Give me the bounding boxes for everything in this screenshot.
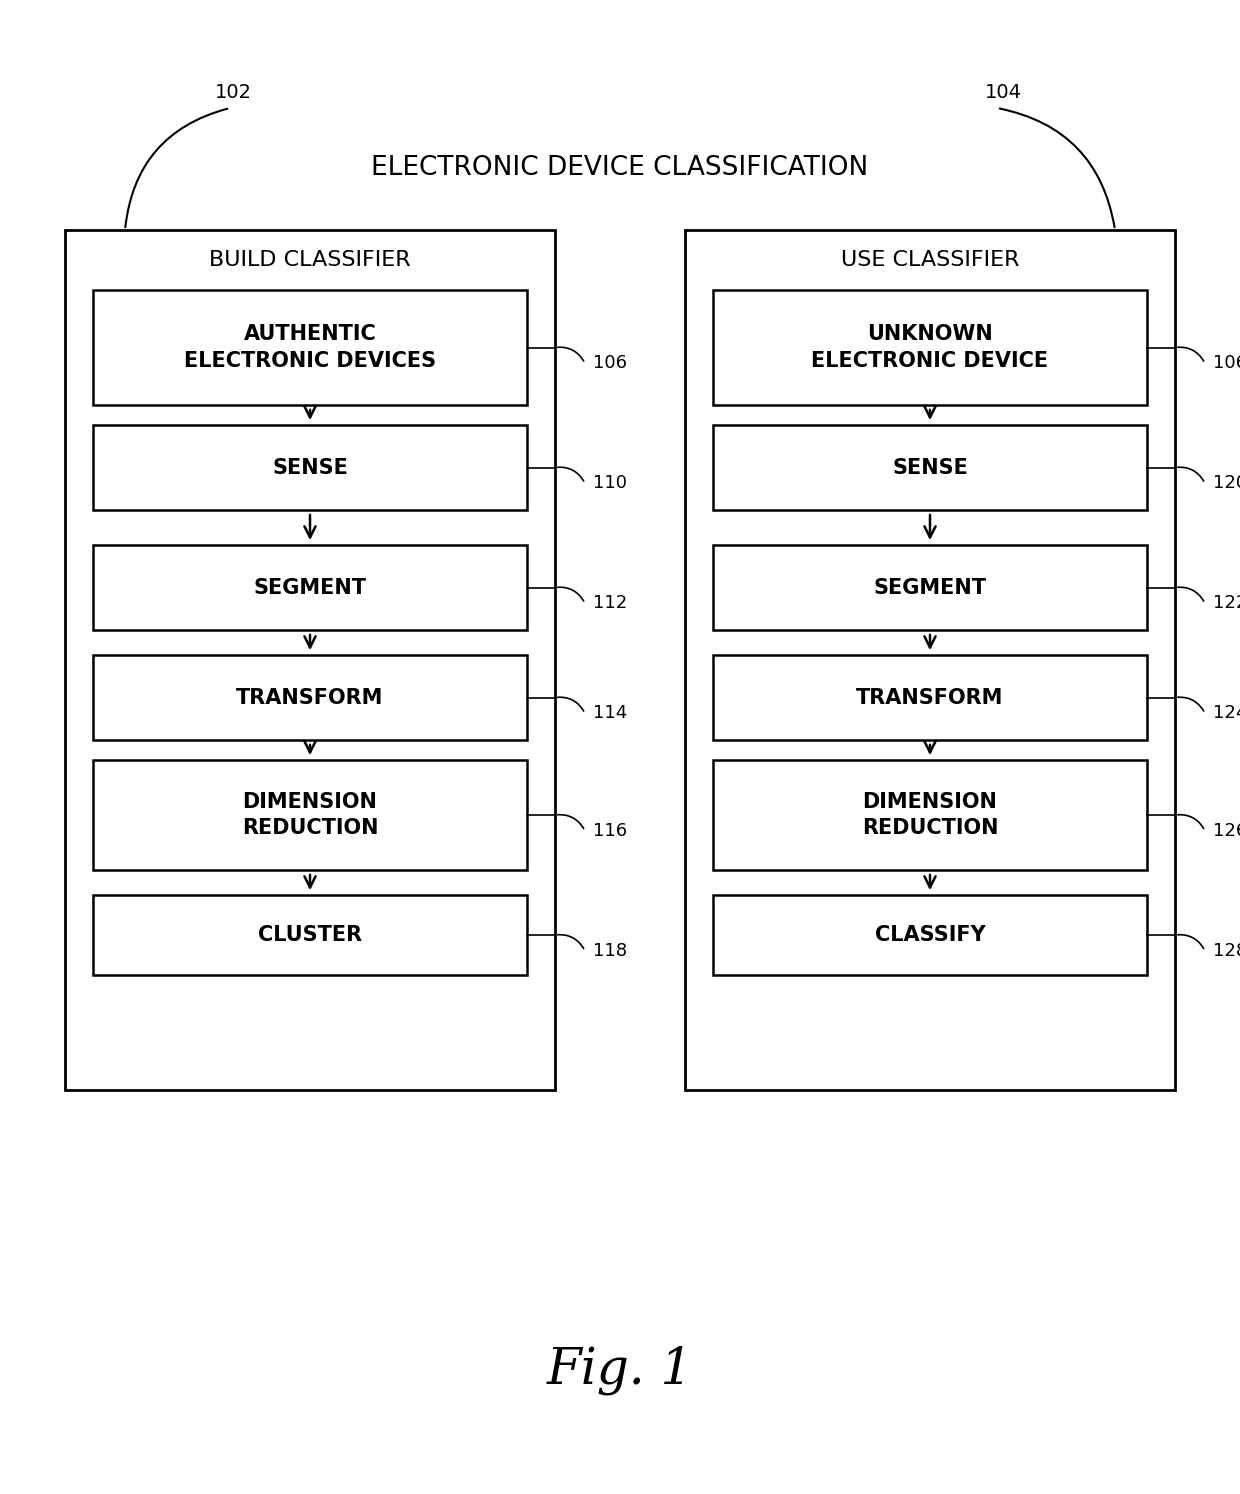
Text: 128: 128: [1213, 943, 1240, 961]
Text: SEGMENT: SEGMENT: [253, 578, 367, 598]
Text: TRANSFORM: TRANSFORM: [237, 687, 383, 708]
Text: ELECTRONIC DEVICE CLASSIFICATION: ELECTRONIC DEVICE CLASSIFICATION: [371, 155, 869, 181]
Text: 102: 102: [215, 84, 252, 103]
Bar: [713, 424, 1147, 509]
Text: USE CLASSIFIER: USE CLASSIFIER: [841, 249, 1019, 270]
Bar: [713, 760, 1147, 870]
Text: 114: 114: [593, 705, 627, 723]
Bar: [93, 895, 527, 976]
Text: 122: 122: [1213, 595, 1240, 613]
Bar: [93, 545, 527, 630]
Text: DIMENSION
REDUCTION: DIMENSION REDUCTION: [242, 792, 378, 838]
Text: Fig. 1: Fig. 1: [547, 1345, 693, 1395]
Bar: [93, 424, 527, 509]
Bar: [713, 895, 1147, 976]
Bar: [684, 230, 1176, 1091]
Bar: [93, 654, 527, 740]
Text: UNKNOWN
ELECTRONIC DEVICE: UNKNOWN ELECTRONIC DEVICE: [811, 324, 1049, 371]
Text: SENSE: SENSE: [892, 457, 968, 478]
Text: 106: 106: [1213, 354, 1240, 372]
Text: 118: 118: [593, 943, 627, 961]
Text: CLASSIFY: CLASSIFY: [874, 925, 986, 946]
Text: AUTHENTIC
ELECTRONIC DEVICES: AUTHENTIC ELECTRONIC DEVICES: [184, 324, 436, 371]
Text: 126: 126: [1213, 822, 1240, 840]
Bar: [713, 545, 1147, 630]
Bar: [713, 290, 1147, 405]
Text: 116: 116: [593, 822, 627, 840]
Text: TRANSFORM: TRANSFORM: [857, 687, 1003, 708]
Text: CLUSTER: CLUSTER: [258, 925, 362, 946]
Bar: [93, 290, 527, 405]
Text: 120: 120: [1213, 475, 1240, 493]
Text: DIMENSION
REDUCTION: DIMENSION REDUCTION: [862, 792, 998, 838]
Text: 106: 106: [593, 354, 627, 372]
Bar: [64, 230, 556, 1091]
Text: 124: 124: [1213, 705, 1240, 723]
Bar: [713, 654, 1147, 740]
Text: 104: 104: [985, 84, 1022, 103]
Text: SENSE: SENSE: [272, 457, 348, 478]
Text: BUILD CLASSIFIER: BUILD CLASSIFIER: [210, 249, 410, 270]
Bar: [93, 760, 527, 870]
Text: SEGMENT: SEGMENT: [873, 578, 987, 598]
Text: 110: 110: [593, 475, 627, 493]
Text: 112: 112: [593, 595, 627, 613]
